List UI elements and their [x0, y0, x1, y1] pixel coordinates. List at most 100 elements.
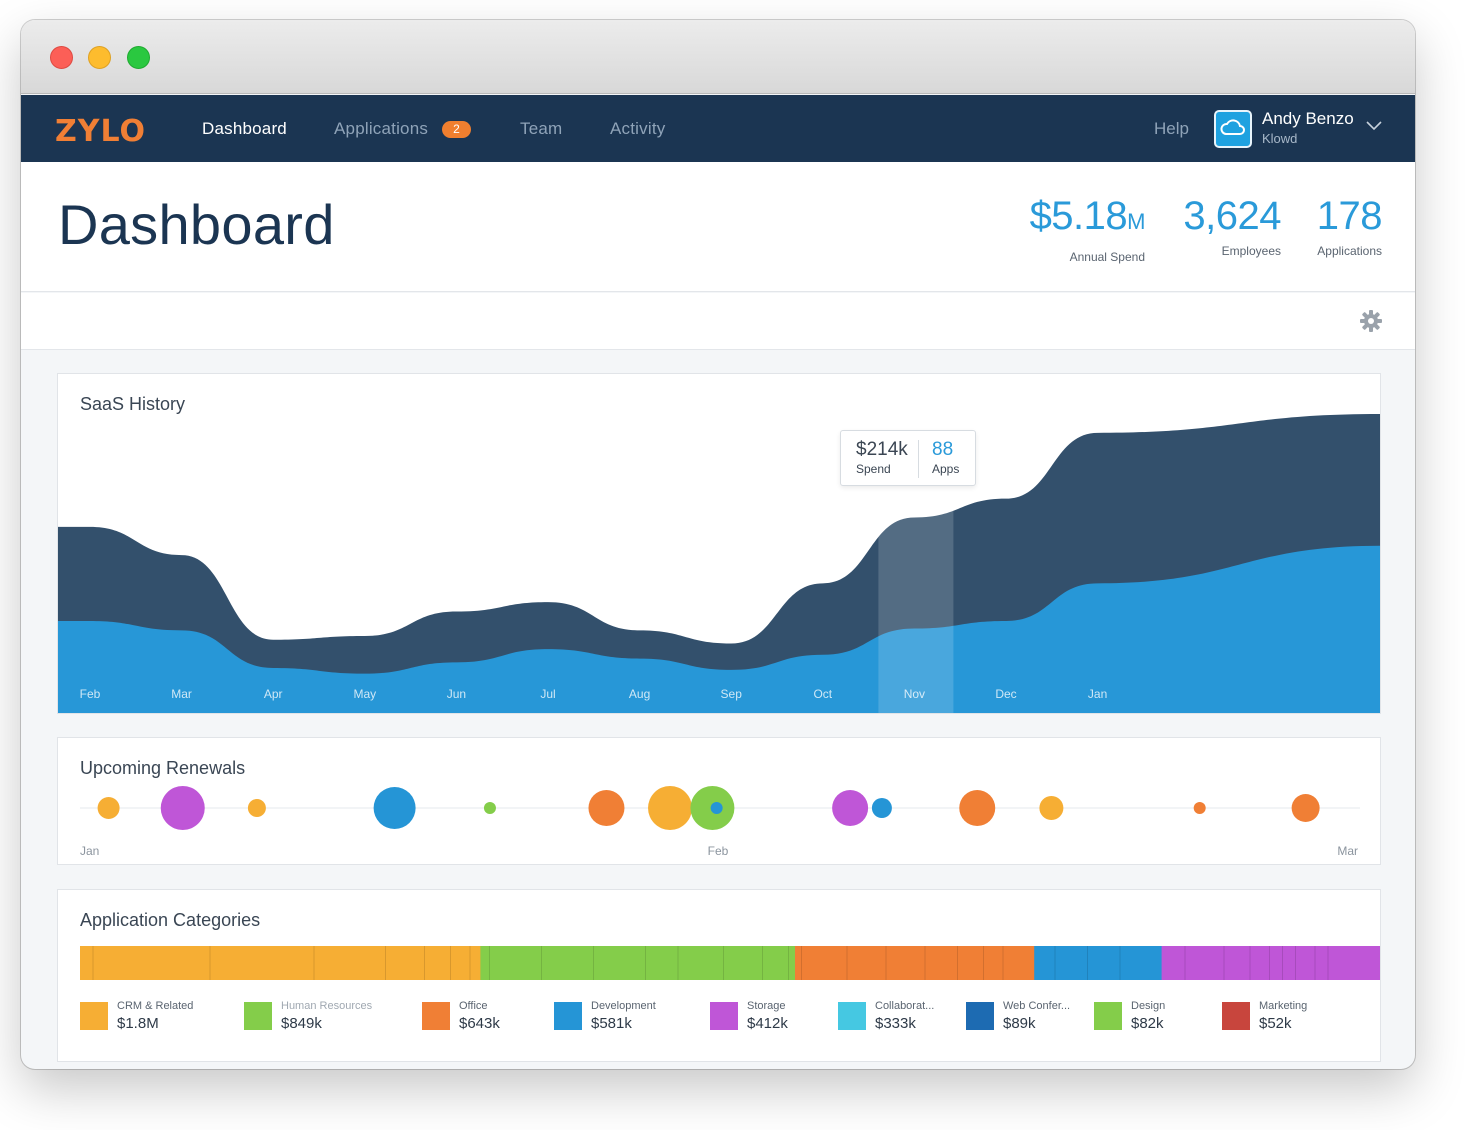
tooltip-apps-label: Apps [932, 462, 960, 476]
renewal-bubble-1[interactable] [97, 797, 120, 819]
dashboard-toolbar [21, 293, 1415, 350]
legend-swatch [966, 1002, 994, 1030]
stat-employees-value: 3,624 [1183, 194, 1281, 238]
nav-dashboard[interactable]: Dashboard [202, 119, 287, 138]
legend-category-value: $82k [1131, 1015, 1164, 1032]
renewal-bubble-2[interactable] [160, 786, 205, 830]
renewal-bubble-11[interactable] [871, 798, 892, 818]
x-axis-label-mar: Mar [171, 687, 192, 701]
legend-swatch [554, 1002, 582, 1030]
saas-history-chart[interactable]: Feb Mar Apr May Jun Jul Aug Sep Oct Nov Dec Jan [58, 374, 1381, 714]
chart-tooltip: $214k Spend 88 Apps [840, 430, 976, 486]
application-categories-card: Application Categories CRM & Related $1.8… [57, 889, 1381, 1062]
stat-annual-spend-value: $5.18 [1029, 194, 1128, 238]
logo-text: ZYLO [55, 115, 146, 143]
category-bar-segment-3 [795, 946, 1035, 980]
stat-employees: 3,624 Employees [1183, 194, 1281, 258]
x-axis-label-apr: Apr [264, 687, 283, 701]
legend-category-value: $333k [875, 1015, 916, 1032]
saas-history-title: SaaS History [80, 394, 186, 414]
legend-category-value: $849k [281, 1015, 322, 1032]
upcoming-renewals-card: Upcoming Renewals Jan Feb Mar [57, 737, 1381, 865]
top-navbar: ZYLO Dashboard Applications 2 Team Activ… [21, 95, 1415, 162]
legend-swatch [710, 1002, 738, 1030]
stat-applications-label: Applications [1317, 244, 1382, 258]
area-series-spend [58, 545, 1380, 713]
legend-category-name: Marketing [1259, 1000, 1308, 1012]
close-window-button[interactable] [50, 46, 73, 69]
application-categories-title: Application Categories [80, 910, 261, 930]
legend-category-value: $1.8M [117, 1015, 159, 1032]
legend-category-name: Collaborat... [875, 1000, 935, 1012]
legend-swatch [244, 1002, 272, 1030]
x-axis-label-sep: Sep [721, 687, 743, 701]
legend-swatch [838, 1002, 866, 1030]
x-axis-label-oct: Oct [813, 687, 832, 701]
tooltip-apps-value: 88 [932, 439, 954, 460]
cloud-icon [1220, 119, 1245, 135]
renewal-bubble-5[interactable] [483, 802, 496, 814]
zylo-logo[interactable]: ZYLO [55, 115, 155, 143]
legend-category-name: Development [591, 1000, 656, 1012]
legend-swatch [80, 1002, 108, 1030]
legend-category-name: Design [1131, 1000, 1166, 1012]
timeline-label-jan: Jan [80, 844, 99, 858]
legend-category-value: $89k [1003, 1015, 1036, 1032]
x-axis-label-nov: Nov [904, 687, 925, 701]
renewal-bubble-7[interactable] [648, 786, 693, 830]
x-axis-label-may: May [353, 687, 376, 701]
nav-applications[interactable]: Applications [334, 119, 429, 138]
page-title: Dashboard [58, 193, 335, 256]
x-axis-label-dec: Dec [995, 687, 1016, 701]
timeline-label-mar: Mar [1337, 844, 1358, 858]
category-bar-segment-5 [1161, 946, 1380, 980]
legend-category-value: $581k [591, 1015, 632, 1032]
user-name[interactable]: Andy Benzo [1262, 109, 1354, 128]
category-bar-segment-4 [1034, 946, 1163, 980]
upcoming-renewals-title: Upcoming Renewals [80, 758, 246, 778]
help-link[interactable]: Help [1154, 119, 1189, 138]
legend-category-name: Human Resources [281, 1000, 373, 1012]
user-org: Klowd [1262, 131, 1298, 146]
legend-swatch [422, 1002, 450, 1030]
renewal-bubble-4[interactable] [373, 787, 416, 829]
chevron-down-icon[interactable] [1365, 119, 1383, 131]
renewal-bubble-14[interactable] [1193, 802, 1206, 814]
tooltip-spend-label: Spend [856, 462, 891, 476]
renewal-bubble-12[interactable] [959, 790, 996, 826]
category-bar-segment-1 [80, 946, 481, 980]
legend-category-value: $643k [459, 1015, 500, 1032]
nav-team[interactable]: Team [520, 119, 563, 138]
renewal-bubble-9[interactable] [710, 802, 723, 814]
tooltip-divider [918, 440, 919, 478]
renewal-bubble-6[interactable] [588, 790, 625, 826]
legend-swatch [1094, 1002, 1122, 1030]
x-axis-label-jul: Jul [540, 687, 555, 701]
gear-icon[interactable] [1360, 310, 1382, 332]
legend-category-value: $52k [1259, 1015, 1292, 1032]
legend-category-name: Storage [747, 1000, 786, 1012]
renewal-bubble-10[interactable] [832, 790, 869, 826]
categories-stacked-bar [80, 946, 1380, 980]
legend-category-value: $412k [747, 1015, 788, 1032]
legend-category-name: CRM & Related [117, 1000, 194, 1012]
stat-annual-spend-label: Annual Spend [1069, 250, 1145, 264]
app-window: ZYLO Dashboard Applications 2 Team Activ… [21, 20, 1415, 1069]
maximize-window-button[interactable] [127, 46, 150, 69]
renewal-bubble-13[interactable] [1039, 796, 1064, 820]
x-axis-label-feb: Feb [80, 687, 101, 701]
stat-annual-spend-unit: M [1127, 209, 1145, 234]
x-axis-label-jun: Jun [447, 687, 466, 701]
x-axis-label-jan: Jan [1088, 687, 1107, 701]
upcoming-renewals-chart: Jan Feb Mar [80, 786, 1360, 858]
minimize-window-button[interactable] [88, 46, 111, 69]
nav-activity[interactable]: Activity [610, 119, 666, 138]
user-avatar[interactable] [1214, 110, 1252, 148]
category-bar-segment-2 [480, 946, 796, 980]
stat-applications-value: 178 [1316, 194, 1383, 238]
renewal-bubble-15[interactable] [1291, 794, 1320, 822]
highlight-band-nov [878, 374, 954, 713]
renewal-bubble-3[interactable] [247, 799, 266, 817]
timeline-label-feb: Feb [708, 844, 729, 858]
tooltip-spend-value: $214k [856, 439, 908, 460]
